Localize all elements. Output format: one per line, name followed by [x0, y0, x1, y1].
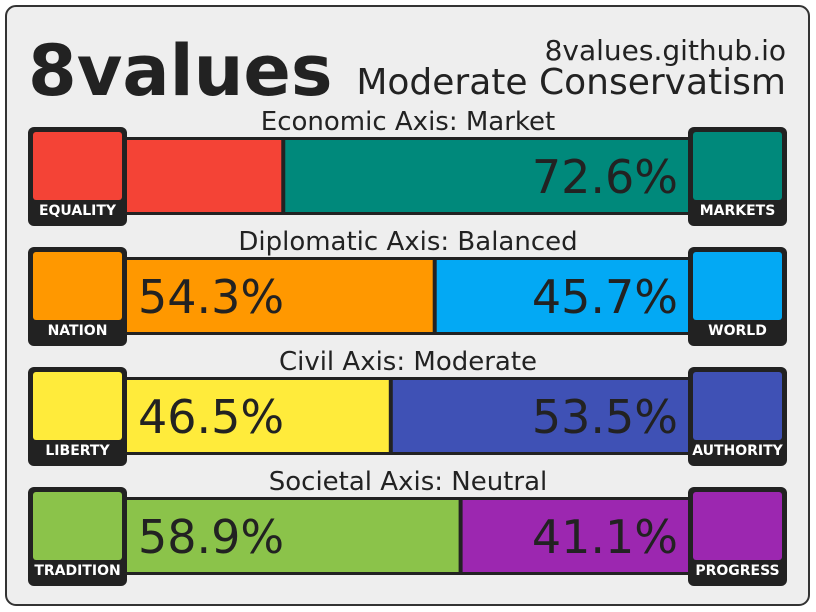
right-bar: [285, 140, 690, 212]
right-label: WORLD: [708, 323, 767, 339]
right-icon: [693, 252, 782, 320]
left-label: LIBERTY: [45, 443, 110, 459]
left-icon: [33, 252, 122, 320]
right-percent: 45.7%: [532, 270, 678, 324]
left-bar: [127, 380, 389, 452]
left-icon: [33, 132, 122, 200]
right-icon: [693, 132, 782, 200]
left-label: TRADITION: [34, 563, 120, 579]
right-label: MARKETS: [700, 203, 776, 219]
axis-title: Diplomatic Axis: Balanced: [238, 227, 577, 257]
left-icon: [33, 372, 122, 440]
axis-title: Civil Axis: Moderate: [279, 347, 537, 377]
left-bar: [127, 140, 282, 212]
left-label: EQUALITY: [39, 203, 117, 219]
right-percent: 53.5%: [532, 390, 678, 444]
axis-title: Societal Axis: Neutral: [269, 467, 547, 497]
right-percent: 72.6%: [532, 150, 678, 204]
left-icon: [33, 492, 122, 560]
right-icon: [693, 372, 782, 440]
right-bar: [436, 260, 690, 332]
right-bar: [462, 500, 690, 572]
right-icon: [693, 492, 782, 560]
left-percent: 46.5%: [138, 390, 284, 444]
right-label: AUTHORITY: [692, 443, 783, 459]
axis-title: Economic Axis: Market: [261, 107, 555, 137]
right-percent: 41.1%: [532, 510, 678, 564]
left-bar: [127, 500, 459, 572]
site: 8values.github.io: [545, 34, 786, 67]
ideology: Moderate Conservatism: [356, 62, 786, 103]
right-bar: [392, 380, 690, 452]
left-bar: [127, 260, 433, 332]
left-label: NATION: [48, 323, 108, 339]
logo: 8values: [28, 30, 333, 112]
left-percent: 58.9%: [138, 510, 284, 564]
left-percent: 54.3%: [138, 270, 284, 324]
right-label: PROGRESS: [695, 563, 779, 579]
